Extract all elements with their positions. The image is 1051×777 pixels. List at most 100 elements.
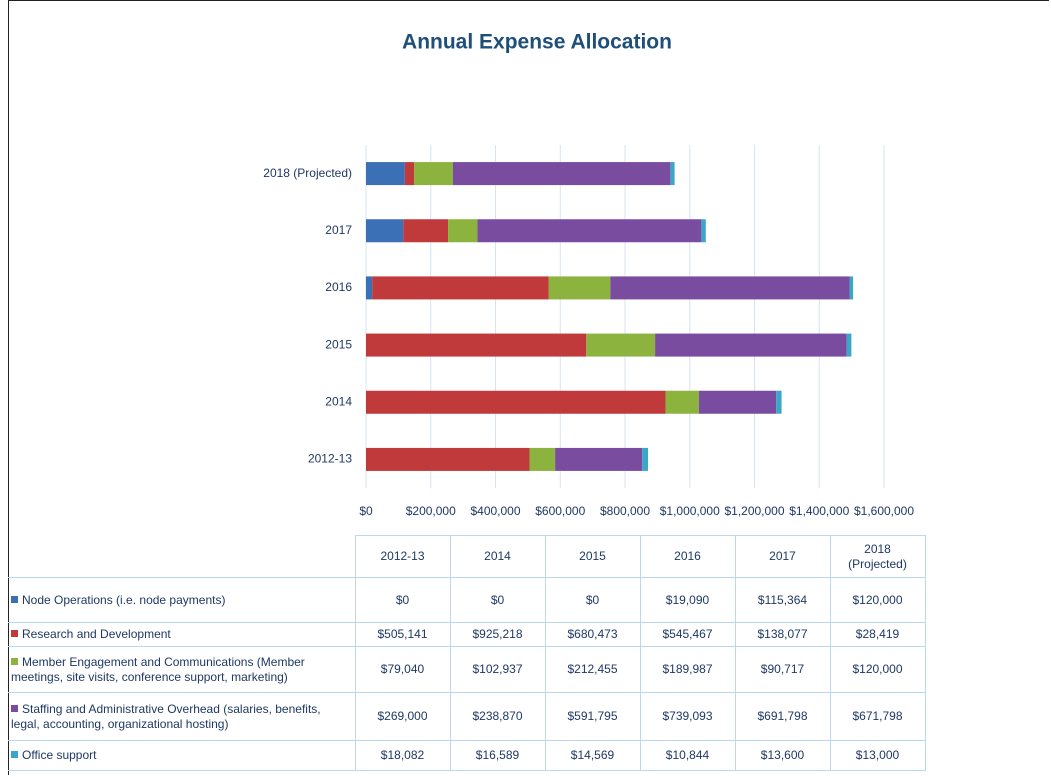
legend-entry: Office support xyxy=(8,740,356,771)
column-header: 2014 xyxy=(449,535,546,578)
bar-segment xyxy=(366,390,666,414)
value-cell: $120,000 xyxy=(829,646,926,693)
value-cell: $189,987 xyxy=(639,646,736,693)
value-cell: $238,870 xyxy=(449,692,546,741)
legend-entry: Member Engagement and Communications (Me… xyxy=(8,646,356,693)
value-cell: $739,093 xyxy=(639,692,736,741)
value-cell: $138,077 xyxy=(734,622,831,647)
bar-segment xyxy=(642,447,649,471)
value-cell: $90,717 xyxy=(734,646,831,693)
series-name: Research and Development xyxy=(22,627,171,641)
legend-swatch xyxy=(11,657,18,665)
bar-segment xyxy=(414,162,453,186)
value-cell: $13,000 xyxy=(829,740,926,771)
bar-segment xyxy=(366,219,404,243)
column-header: 2017 xyxy=(734,535,831,578)
value-cell: $120,000 xyxy=(829,577,926,623)
series-name: Member Engagement and Communications (Me… xyxy=(11,654,305,684)
chart-title: Annual Expense Allocation xyxy=(402,31,672,54)
bar-segment xyxy=(555,447,643,471)
legend-swatch xyxy=(11,630,18,637)
bar-segment xyxy=(372,276,549,300)
x-tick-label: $400,000 xyxy=(470,504,520,518)
value-cell: $0 xyxy=(354,577,451,623)
value-cell: $671,798 xyxy=(829,692,926,741)
legend-entry: Node Operations (i.e. node payments) xyxy=(8,577,356,623)
legend-entry: Research and Development xyxy=(8,622,356,647)
column-header: 2018 (Projected) xyxy=(829,535,926,578)
y-tick-label: 2016 xyxy=(325,280,352,294)
bar-segment xyxy=(670,162,675,186)
bar-segment xyxy=(849,276,854,300)
x-tick-label: $600,000 xyxy=(535,504,585,518)
bar-segment xyxy=(448,219,478,243)
bar-segment xyxy=(701,219,706,243)
y-tick-label: 2014 xyxy=(325,394,352,408)
series-row: Node Operations (i.e. node payments) $0 $0… xyxy=(8,577,926,623)
bar-segment xyxy=(403,219,449,243)
chart: Annual Expense Allocation $0 $200,000 $400… xyxy=(263,31,914,519)
bar-segment xyxy=(846,333,852,357)
bar-segment xyxy=(452,162,671,186)
value-cell: $13,600 xyxy=(734,740,831,771)
value-cell: $545,467 xyxy=(639,622,736,647)
y-tick-label: 2015 xyxy=(325,337,352,351)
legend-entry: Staffing and Administrative Overhead (sa… xyxy=(8,692,356,741)
column-header: 2012-13 xyxy=(354,535,451,578)
value-cell: $79,040 xyxy=(354,646,451,693)
value-cell: $0 xyxy=(449,577,546,623)
series-row: Research and Development $505,141 $925,218… xyxy=(8,622,926,647)
frame xyxy=(8,0,1049,775)
corner xyxy=(8,535,356,578)
x-tick-label: $1,200,000 xyxy=(724,504,784,518)
series-name: Office support xyxy=(22,748,97,762)
bar-segment xyxy=(366,162,405,186)
value-cell: $14,569 xyxy=(544,740,641,771)
value-cell: $18,082 xyxy=(354,740,451,771)
bar-segment xyxy=(548,276,611,300)
series-row: Member Engagement and Communications (Me… xyxy=(8,646,926,693)
x-tick-label: $0 xyxy=(359,504,373,518)
value-cell: $102,937 xyxy=(449,646,546,693)
bar-segment xyxy=(776,390,782,414)
value-cell: $591,795 xyxy=(544,692,641,741)
bar-segment xyxy=(655,333,847,357)
column-header: 2016 xyxy=(639,535,736,578)
bar-segment xyxy=(586,333,656,357)
bar-segment xyxy=(366,447,530,471)
value-cell: $925,218 xyxy=(449,622,546,647)
legend-swatch xyxy=(11,751,18,758)
bar-segment xyxy=(610,276,850,300)
value-cell: $10,844 xyxy=(639,740,736,771)
bar-segment xyxy=(665,390,699,414)
y-tick-label: 2018 (Projected) xyxy=(263,166,352,180)
bar-segment xyxy=(366,333,587,357)
bar-segment xyxy=(366,276,373,300)
series-row: Staffing and Administrative Overhead (sa… xyxy=(8,692,926,741)
series-name: Node Operations (i.e. node payments) xyxy=(22,592,226,607)
bar-segment xyxy=(698,390,777,414)
bar-segment xyxy=(477,219,702,243)
value-cell: $19,090 xyxy=(639,577,736,623)
bar-segment xyxy=(404,162,415,186)
legend-swatch xyxy=(11,704,18,712)
x-tick-label: $200,000 xyxy=(406,504,456,518)
series-name: Staffing and Administrative Overhead (sa… xyxy=(11,701,321,731)
series-row: Office support $18,082 $16,589 $14,569 $10,8… xyxy=(8,740,926,771)
value-cell: $16,589 xyxy=(449,740,546,771)
value-cell: $212,455 xyxy=(544,646,641,693)
value-cell: $505,141 xyxy=(354,622,451,647)
column-header: 2015 xyxy=(544,535,641,578)
x-tick-label: $1,400,000 xyxy=(789,504,849,518)
x-tick-label: $800,000 xyxy=(600,504,650,518)
value-cell: $269,000 xyxy=(354,692,451,741)
value-cell: $691,798 xyxy=(734,692,831,741)
x-tick-label: $1,600,000 xyxy=(854,504,914,518)
y-tick-label: 2017 xyxy=(325,223,352,237)
value-cell: $680,473 xyxy=(544,622,641,647)
value-cell: $28,419 xyxy=(829,622,926,647)
data-table: 2012-13 2014 2015 2016 2017 2018 (Projected) N… xyxy=(8,535,926,771)
value-cell: $0 xyxy=(544,577,641,623)
value-cell: $115,364 xyxy=(734,577,831,623)
